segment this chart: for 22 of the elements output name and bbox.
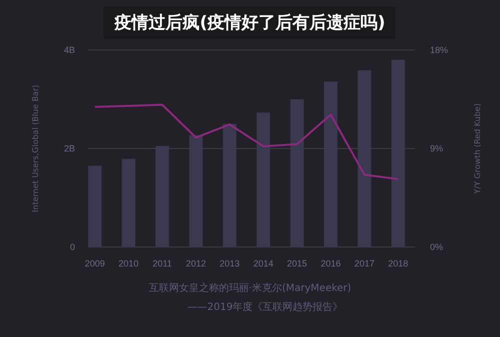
y-tick-label: 4B	[64, 44, 75, 55]
y-tick-label: 2B	[64, 143, 75, 154]
x-tick-label: 2010	[118, 258, 139, 268]
x-tick-label: 2017	[354, 258, 374, 268]
x-tick-label: 2014	[253, 258, 274, 268]
y2-tick-label: 0%	[430, 242, 444, 252]
text: ——2019年度《互联网趋势报告》	[187, 301, 343, 313]
text: 互联网女皇之称的玛丽·米克尔(MaryMeeker)	[148, 282, 352, 294]
x-tick-label: 2018	[388, 258, 408, 268]
y2-tick-label: 18%	[430, 44, 448, 55]
line-series	[94, 104, 400, 180]
x-tick-label: 2011	[152, 258, 172, 268]
x-tick-label: 2012	[186, 258, 206, 268]
x-tick-label: 2013	[220, 258, 240, 268]
y-tick-label: 0	[70, 242, 75, 252]
y-axis-title: Internet Users,Global (Blue Bar)	[31, 84, 40, 212]
x-tick-label: 2009	[84, 258, 105, 268]
chart-title: 疫情过后疯(疫情好了后有后遗症吗)	[114, 13, 386, 33]
x-tick-label: 2015	[287, 258, 308, 268]
y2-tick-label: 9%	[430, 143, 444, 154]
x-tick-label: 2016	[320, 258, 341, 268]
y2-axis-title: Y/Y Growth (Red Kube)	[473, 103, 482, 195]
